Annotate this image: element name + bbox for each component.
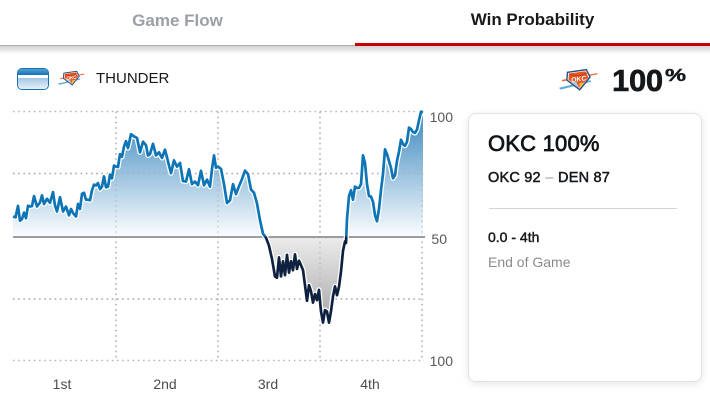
svg-text:50: 50: [431, 231, 447, 247]
svg-text:3rd: 3rd: [258, 376, 278, 392]
svg-text:OKC: OKC: [66, 75, 78, 81]
svg-text:4th: 4th: [360, 376, 379, 392]
svg-text:2nd: 2nd: [153, 376, 176, 392]
svg-text:100: 100: [430, 109, 454, 125]
svg-text:100: 100: [430, 353, 454, 369]
svg-text:1st: 1st: [53, 376, 72, 392]
svg-text:OKC: OKC: [571, 75, 588, 84]
